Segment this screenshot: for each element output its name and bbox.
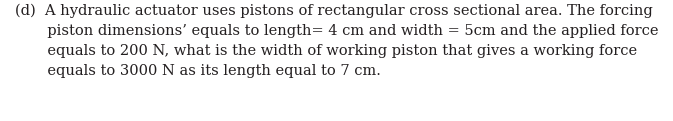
Text: (d)  A hydraulic actuator uses pistons of rectangular cross sectional area. The : (d) A hydraulic actuator uses pistons of… [15,4,658,78]
